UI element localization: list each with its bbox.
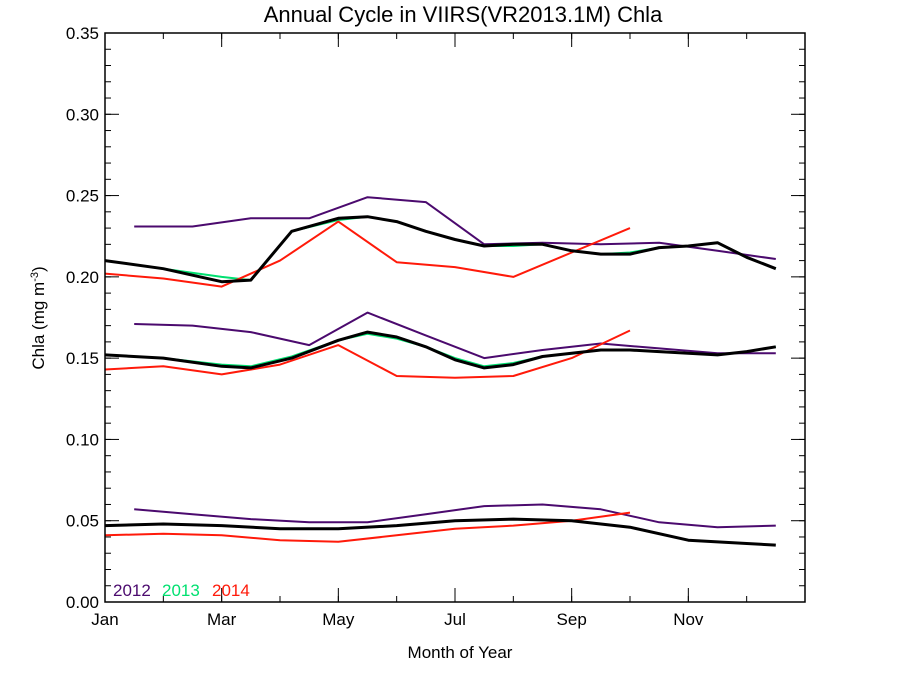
ticks-layer: 0.00 0.05 0.10 0.15 0.20 0.25 0.30 0.35 Jan Mar Ma…: [66, 24, 806, 629]
series-line-2014-9: [104, 511, 631, 543]
series-line-mean-7: [104, 330, 777, 370]
series-line-mean-3: [104, 215, 777, 284]
legend: 2012 2013 2014: [113, 581, 250, 600]
y-axis-label: Chla (mg m-3): [29, 266, 48, 369]
series-line-2014-2: [104, 220, 631, 288]
y-tick-label: 0.25: [66, 187, 99, 206]
y-tick-label: 0.05: [66, 512, 99, 531]
x-tick-label: Jan: [91, 610, 118, 629]
y-axis-label-sup: -3: [29, 272, 41, 282]
series-line-2012-0: [134, 196, 776, 260]
legend-label-2013: 2013: [162, 581, 200, 600]
x-tick-label: Nov: [673, 610, 704, 629]
legend-label-2014: 2014: [212, 581, 250, 600]
y-tick-label: 0.00: [66, 593, 99, 612]
series-line-mean-10: [104, 517, 776, 547]
x-axis-label: Month of Year: [408, 643, 513, 662]
y-tick-label: 0.20: [66, 268, 99, 287]
x-tick-label: Mar: [207, 610, 237, 629]
series-line-2014-6: [104, 329, 631, 379]
y-axis-label-close: ): [29, 266, 48, 272]
x-tick-label: Jul: [444, 610, 466, 629]
legend-label-2012: 2012: [113, 581, 151, 600]
y-tick-label: 0.15: [66, 349, 99, 368]
y-tick-label: 0.35: [66, 24, 99, 43]
series-line-2013-1: [104, 215, 777, 282]
x-tick-label: Sep: [557, 610, 587, 629]
y-axis-label-main: Chla (mg m: [29, 282, 48, 370]
y-tick-label: 0.10: [66, 430, 99, 449]
y-tick-label: 0.30: [66, 105, 99, 124]
chart-title: Annual Cycle in VIIRS(VR2013.1M) Chla: [264, 2, 663, 27]
x-tick-label: May: [322, 610, 355, 629]
series-line-2012-8: [134, 503, 776, 529]
series-line-2012-4: [134, 311, 776, 360]
series-layer: [104, 196, 777, 547]
